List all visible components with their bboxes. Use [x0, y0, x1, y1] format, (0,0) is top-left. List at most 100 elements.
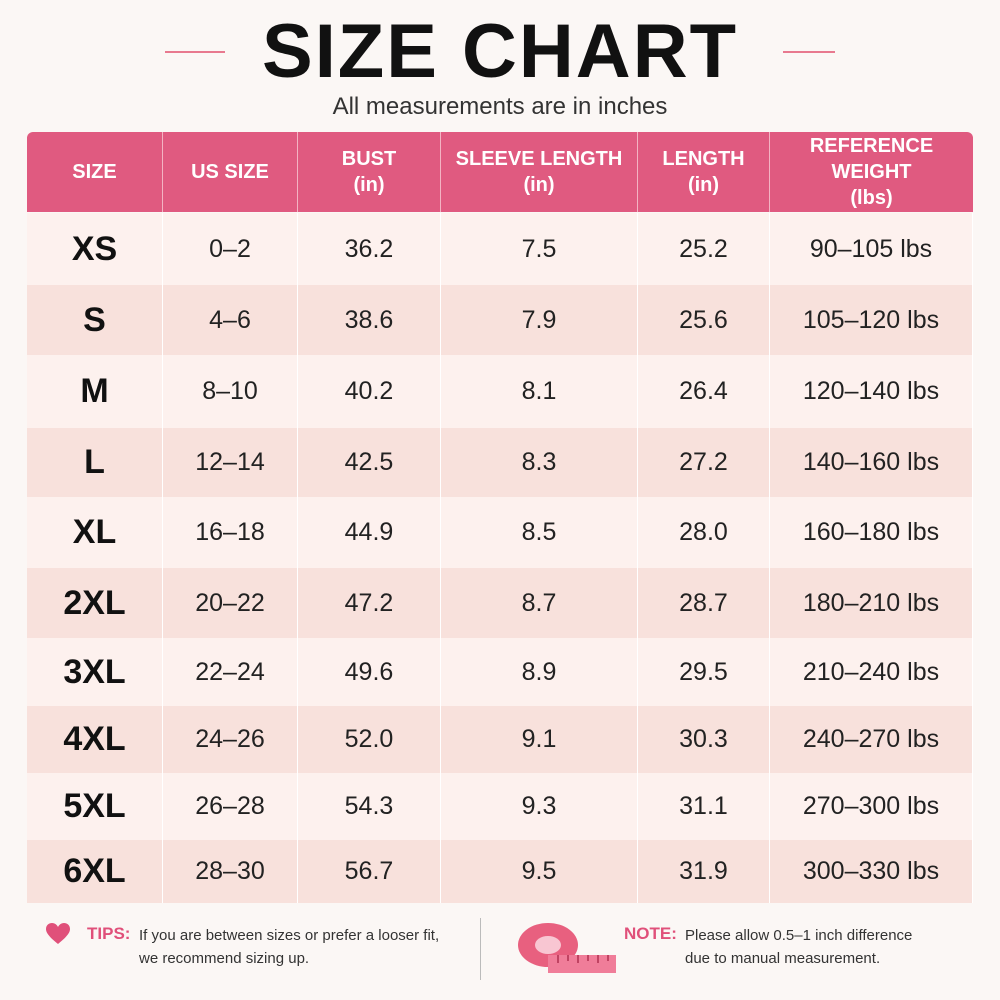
table-cell: 210–240 lbs — [770, 638, 973, 706]
table-cell: 25.6 — [638, 285, 770, 355]
tips-line: If you are between sizes or prefer a loo… — [139, 927, 440, 944]
table-cell: 8.9 — [441, 638, 638, 706]
table-row: M 8–10 40.2 8.1 26.4 120–140 lbs — [27, 355, 973, 428]
table-cell: 8.7 — [441, 568, 638, 638]
table-cell: 26.4 — [638, 355, 770, 428]
table-row: XL 16–18 44.9 8.5 28.0 160–180 lbs — [27, 497, 973, 568]
table-cell: 42.5 — [298, 428, 441, 497]
note-text: Please allow 0.5–1 inch difference due t… — [685, 924, 912, 970]
subtitle: All measurements are in inches — [332, 93, 668, 120]
note-line: Please allow 0.5–1 inch difference — [685, 927, 913, 944]
table-row: L 12–14 42.5 8.3 27.2 140–160 lbs — [27, 428, 973, 497]
table-cell: 20–22 — [163, 568, 298, 638]
table-cell: 8.1 — [441, 355, 638, 428]
table-cell: 28.7 — [638, 568, 770, 638]
header-cell: SLEEVE LENGTH (in) — [441, 132, 638, 212]
column-name: BUST — [341, 148, 397, 170]
column-unit: (lbs) — [850, 187, 893, 209]
table-cell: 7.5 — [441, 213, 638, 285]
column-name: US SIZE — [191, 161, 269, 183]
table-cell: 300–330 lbs — [770, 840, 973, 903]
table-cell: 38.6 — [298, 285, 441, 355]
table-row: 2XL 20–22 47.2 8.7 28.7 180–210 lbs — [27, 568, 973, 638]
table-cell: 27.2 — [638, 428, 770, 497]
table-cell: 44.9 — [298, 497, 441, 568]
table-cell: 3XL — [27, 638, 163, 706]
table-body: XS 0–2 36.2 7.5 25.2 90–105 lbs S 4–6 38.6 7.9 25.… — [27, 213, 973, 903]
size-table: SIZE US SIZE BUST (in) SLEEVE LENGTH (in) LENG… — [27, 132, 973, 903]
table-cell: 31.9 — [638, 840, 770, 903]
header-cell: LENGTH (in) — [638, 132, 770, 212]
tape-measure-icon — [518, 923, 616, 973]
table-cell: 270–300 lbs — [770, 773, 973, 840]
table-cell: 180–210 lbs — [770, 568, 973, 638]
table-cell: 26–28 — [163, 773, 298, 840]
table-cell: 47.2 — [298, 568, 441, 638]
table-cell: 120–140 lbs — [770, 355, 973, 428]
table-cell: 56.7 — [298, 840, 441, 903]
note-label: NOTE: — [624, 924, 677, 943]
table-cell: 240–270 lbs — [770, 706, 973, 773]
table-cell: XS — [27, 213, 163, 285]
table-cell: XL — [27, 497, 163, 568]
table-cell: 31.1 — [638, 773, 770, 840]
table-cell: 30.3 — [638, 706, 770, 773]
column-unit: (in) — [523, 174, 555, 196]
table-cell: 28.0 — [638, 497, 770, 568]
table-cell: L — [27, 428, 163, 497]
table-cell: 160–180 lbs — [770, 497, 973, 568]
table-cell: M — [27, 355, 163, 428]
table-cell: S — [27, 285, 163, 355]
table-cell: 5XL — [27, 773, 163, 840]
table-cell: 24–26 — [163, 706, 298, 773]
column-name: SIZE — [72, 161, 117, 183]
column-name: SLEEVE LENGTH — [455, 148, 623, 170]
table-row: 6XL 28–30 56.7 9.5 31.9 300–330 lbs — [27, 840, 973, 903]
tips-line: we recommend sizing up. — [139, 950, 310, 967]
table-cell: 6XL — [27, 840, 163, 903]
column-name: REFERENCE WEIGHT — [809, 135, 934, 183]
table-cell: 8.5 — [441, 497, 638, 568]
table-cell: 90–105 lbs — [770, 213, 973, 285]
header-cell: REFERENCE WEIGHT (lbs) — [770, 132, 973, 212]
table-cell: 28–30 — [163, 840, 298, 903]
table-cell: 105–120 lbs — [770, 285, 973, 355]
table-cell: 29.5 — [638, 638, 770, 706]
header-cell: US SIZE — [163, 132, 298, 212]
column-unit: (in) — [353, 174, 385, 196]
table-cell: 12–14 — [163, 428, 298, 497]
table-cell: 7.9 — [441, 285, 638, 355]
table-cell: 52.0 — [298, 706, 441, 773]
table-cell: 4XL — [27, 706, 163, 773]
table-cell: 2XL — [27, 568, 163, 638]
header-row: SIZE US SIZE BUST (in) SLEEVE LENGTH (in) LENG… — [27, 132, 973, 212]
table-cell: 36.2 — [298, 213, 441, 285]
heart-icon — [46, 923, 70, 944]
title-rule — [165, 51, 225, 53]
column-name: LENGTH — [662, 148, 745, 170]
table-cell: 8–10 — [163, 355, 298, 428]
table-cell: 40.2 — [298, 355, 441, 428]
title-rule — [783, 51, 835, 53]
table-cell: 49.6 — [298, 638, 441, 706]
table-row: 5XL 26–28 54.3 9.3 31.1 270–300 lbs — [27, 773, 973, 840]
table-cell: 25.2 — [638, 213, 770, 285]
title: SIZE CHART — [262, 9, 738, 94]
header-cell: SIZE — [27, 132, 163, 212]
table-row: 3XL 22–24 49.6 8.9 29.5 210–240 lbs — [27, 638, 973, 706]
table-cell: 9.5 — [441, 840, 638, 903]
table-cell: 4–6 — [163, 285, 298, 355]
tips-label: TIPS: — [87, 924, 131, 943]
divider — [480, 918, 481, 980]
column-unit: (in) — [687, 174, 720, 196]
note-line: due to manual measurement. — [685, 950, 881, 967]
table-cell: 9.3 — [441, 773, 638, 840]
table-cell: 0–2 — [163, 213, 298, 285]
table-cell: 8.3 — [441, 428, 638, 497]
table-cell: 140–160 lbs — [770, 428, 973, 497]
table-cell: 16–18 — [163, 497, 298, 568]
header-cell: BUST (in) — [298, 132, 441, 212]
table-row: S 4–6 38.6 7.9 25.6 105–120 lbs — [27, 285, 973, 355]
table-row: XS 0–2 36.2 7.5 25.2 90–105 lbs — [27, 213, 973, 285]
